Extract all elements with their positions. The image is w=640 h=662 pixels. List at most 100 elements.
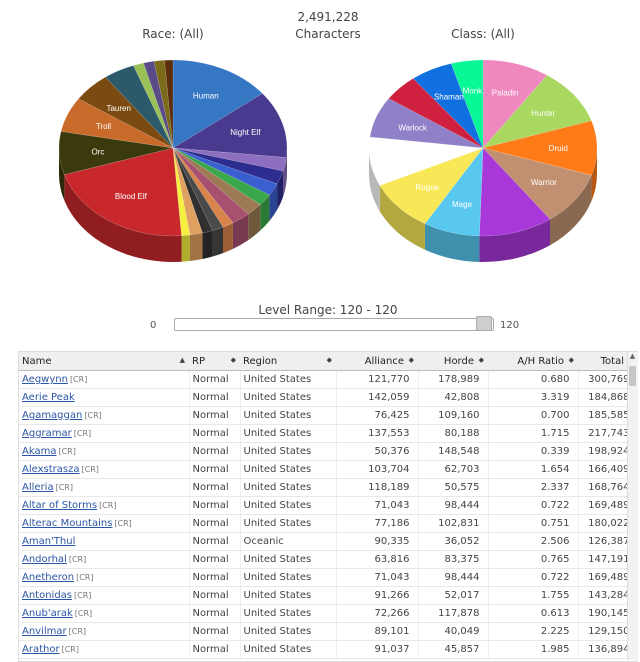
realm-link[interactable]: Anub'arak xyxy=(22,608,73,619)
class-pie-chart[interactable]: Paladin Hunter Druid Warrior Mage Rogue Priest… xyxy=(365,58,601,274)
realm-name-cell[interactable]: Andorhal [CR] xyxy=(19,550,190,569)
table-row[interactable]: Anvilmar [CR] Normal United States 89,101 40,… xyxy=(19,622,637,641)
class-slice[interactable] xyxy=(482,120,598,176)
realm-link[interactable]: Aegwynn xyxy=(22,374,68,385)
level-range-handle[interactable] xyxy=(476,316,492,331)
realm-link[interactable]: Anvilmar xyxy=(22,626,67,637)
sort-icon[interactable]: ◆ xyxy=(326,356,332,364)
realm-name-cell[interactable]: Aggramar [CR] xyxy=(19,424,190,443)
table-row[interactable]: Anub'arak [CR] Normal United States 72,266 11… xyxy=(19,604,637,623)
race-slice[interactable] xyxy=(172,147,287,172)
table-row[interactable]: Aman'Thul Normal Oceanic 90,335 36,052 2.506 1… xyxy=(19,532,637,551)
class-slice[interactable] xyxy=(369,98,484,149)
class-slice[interactable] xyxy=(482,147,592,220)
realm-link[interactable]: Arathor xyxy=(22,644,60,655)
realm-name-cell[interactable]: Antonidas [CR] xyxy=(19,586,190,605)
scroll-up-icon[interactable]: ▲ xyxy=(629,352,636,360)
realm-name-cell[interactable]: Altar of Storms [CR] xyxy=(19,496,190,515)
realm-link[interactable]: Antonidas xyxy=(22,590,73,601)
class-slice[interactable] xyxy=(412,63,484,149)
race-slice[interactable] xyxy=(143,60,174,149)
class-slice[interactable] xyxy=(479,147,551,237)
column-header-ratio[interactable]: A/H Ratio ◆ xyxy=(488,352,578,371)
table-row[interactable]: Aegwynn [CR] Normal United States 121,770 178… xyxy=(19,370,637,389)
race-slice[interactable] xyxy=(172,147,234,228)
realm-link[interactable]: Akama xyxy=(22,446,57,457)
table-row[interactable]: Aggramar [CR] Normal United States 137,553 80… xyxy=(19,424,637,443)
race-slice[interactable] xyxy=(172,147,261,215)
column-header-name[interactable]: Name ▲ xyxy=(19,352,189,371)
realm-name-cell[interactable]: Anvilmar [CR] xyxy=(19,622,190,641)
class-slice[interactable] xyxy=(368,136,484,186)
race-slice[interactable] xyxy=(172,147,213,234)
race-slice[interactable] xyxy=(105,65,174,149)
sort-icon[interactable]: ◆ xyxy=(408,356,414,364)
table-scrollbar[interactable] xyxy=(627,352,638,660)
table-row[interactable]: Aerie Peak Normal United States 142,059 42,8… xyxy=(19,388,637,407)
class-slice[interactable] xyxy=(482,74,592,149)
realm-link[interactable]: Aerie Peak xyxy=(22,392,75,403)
race-slice[interactable] xyxy=(172,59,263,149)
realm-name-cell[interactable]: Aman'Thul xyxy=(19,532,190,551)
realm-name-cell[interactable]: Alexstrasza [CR] xyxy=(19,460,190,479)
race-slice[interactable] xyxy=(153,59,174,149)
class-slice[interactable] xyxy=(450,59,484,149)
table-row[interactable]: Akama [CR] Normal United States 50,376 148,54… xyxy=(19,442,637,461)
class-filter-title[interactable]: Class: (All) xyxy=(451,27,515,41)
class-slice[interactable] xyxy=(424,147,484,237)
race-pie-chart[interactable]: Human Night Elf Blood Elf Orc Troll Tauren xyxy=(55,58,291,274)
race-slice[interactable] xyxy=(172,147,270,205)
class-slice[interactable] xyxy=(482,59,548,149)
realm-name-cell[interactable]: Agamaggan [CR] xyxy=(19,406,190,425)
table-row[interactable]: Altar of Storms [CR] Normal United States 71… xyxy=(19,496,637,515)
realm-name-cell[interactable]: Alterac Mountains [CR] xyxy=(19,514,190,533)
table-row[interactable]: Alexstrasza [CR] Normal United States 103,70… xyxy=(19,460,637,479)
realm-link[interactable]: Alexstrasza xyxy=(22,464,80,475)
class-slice[interactable] xyxy=(379,147,484,225)
class-slice[interactable] xyxy=(388,78,484,149)
race-slice[interactable] xyxy=(164,59,174,149)
realm-name-cell[interactable]: Anetheron [CR] xyxy=(19,568,190,587)
race-slice[interactable] xyxy=(58,131,174,175)
realm-link[interactable]: Aggramar xyxy=(22,428,72,439)
realm-link[interactable]: Anetheron xyxy=(22,572,75,583)
race-slice[interactable] xyxy=(172,147,284,185)
column-header-region[interactable]: Region ◆ xyxy=(240,352,336,371)
table-row[interactable]: Arathor [CR] Normal United States 91,037 45,8… xyxy=(19,640,637,659)
race-slice[interactable] xyxy=(172,147,203,236)
realm-link[interactable]: Alterac Mountains xyxy=(22,518,113,529)
sort-icon[interactable]: ◆ xyxy=(478,356,484,364)
table-row[interactable]: Alleria [CR] Normal United States 118,189 50,… xyxy=(19,478,637,497)
race-slice[interactable] xyxy=(133,62,174,149)
realm-link[interactable]: Agamaggan xyxy=(22,410,83,421)
race-slice[interactable] xyxy=(78,76,174,149)
race-slice[interactable] xyxy=(64,147,182,237)
race-slice[interactable] xyxy=(172,93,288,158)
column-header-alliance[interactable]: Alliance ◆ xyxy=(336,352,418,371)
table-row[interactable]: Agamaggan [CR] Normal United States 76,425 10… xyxy=(19,406,637,425)
realm-name-cell[interactable]: Akama [CR] xyxy=(19,442,190,461)
sort-ascending-icon[interactable]: ▲ xyxy=(179,356,185,364)
realm-link[interactable]: Aman'Thul xyxy=(22,536,76,547)
race-slice[interactable] xyxy=(172,147,224,231)
scrollbar-thumb[interactable] xyxy=(629,366,636,386)
column-header-total[interactable]: Total◆ xyxy=(578,352,637,371)
realm-name-cell[interactable]: Anub'arak [CR] xyxy=(19,604,190,623)
table-row[interactable]: Anetheron [CR] Normal United States 71,043 98… xyxy=(19,568,637,587)
level-range-slider[interactable] xyxy=(174,318,494,331)
table-row[interactable]: Andorhal [CR] Normal United States 63,816 83,… xyxy=(19,550,637,569)
column-header-horde[interactable]: Horde ◆ xyxy=(418,352,488,371)
column-header-rp[interactable]: RP ◆ xyxy=(189,352,240,371)
realm-name-cell[interactable]: Alleria [CR] xyxy=(19,478,190,497)
race-slice[interactable] xyxy=(172,147,278,196)
realm-name-cell[interactable]: Arathor [CR] xyxy=(19,640,190,659)
table-row[interactable]: Alterac Mountains [CR] Normal United States… xyxy=(19,514,637,533)
sort-icon[interactable]: ◆ xyxy=(230,356,236,364)
realm-name-cell[interactable]: Aegwynn [CR] xyxy=(19,370,190,389)
race-filter-title[interactable]: Race: (All) xyxy=(142,27,204,41)
realm-name-cell[interactable]: Aerie Peak xyxy=(19,388,190,407)
race-slice[interactable] xyxy=(60,98,174,149)
realm-link[interactable]: Alleria xyxy=(22,482,54,493)
realm-link[interactable]: Andorhal xyxy=(22,554,67,565)
realm-link[interactable]: Altar of Storms xyxy=(22,500,98,511)
